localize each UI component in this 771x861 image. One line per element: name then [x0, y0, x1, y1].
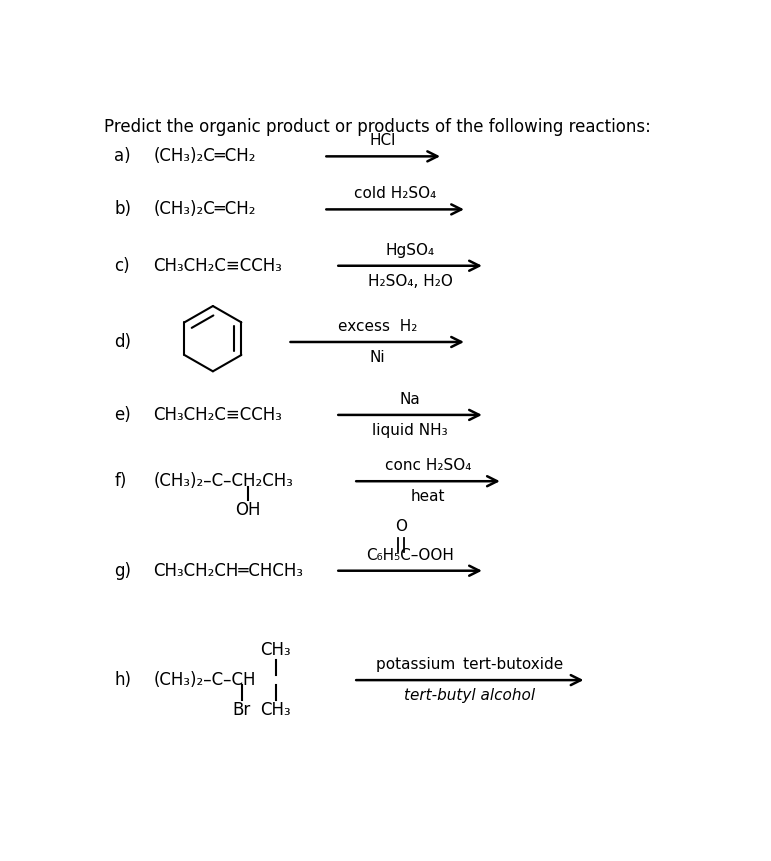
Text: tert-butyl alcohol: tert-butyl alcohol — [404, 688, 535, 703]
Text: Na: Na — [399, 392, 420, 407]
Text: f): f) — [114, 472, 126, 490]
Text: c): c) — [114, 257, 130, 275]
Text: CH₃CH₂CH═CHCH₃: CH₃CH₂CH═CHCH₃ — [153, 561, 303, 579]
Text: Ni: Ni — [369, 350, 385, 365]
Text: (CH₃)₂C═CH₂: (CH₃)₂C═CH₂ — [153, 147, 256, 165]
Text: HgSO₄: HgSO₄ — [386, 243, 435, 257]
Text: h): h) — [114, 671, 131, 689]
Text: CH₃CH₂C≡CCH₃: CH₃CH₂C≡CCH₃ — [153, 257, 282, 275]
Text: CH₃: CH₃ — [261, 702, 291, 719]
Text: e): e) — [114, 406, 131, 424]
Text: d): d) — [114, 333, 131, 351]
Text: O: O — [395, 519, 407, 534]
Text: (CH₃)₂–C–CH: (CH₃)₂–C–CH — [153, 671, 256, 689]
Text: C₆H₅C–OOH: C₆H₅C–OOH — [366, 548, 454, 563]
Text: cold H₂SO₄: cold H₂SO₄ — [354, 187, 436, 201]
Text: potassium  tert-butoxide: potassium tert-butoxide — [376, 657, 564, 672]
Text: HCl: HCl — [370, 133, 396, 148]
Text: heat: heat — [411, 489, 445, 505]
Text: Br: Br — [232, 702, 251, 719]
Text: a): a) — [114, 147, 131, 165]
Text: b): b) — [114, 201, 131, 219]
Text: g): g) — [114, 561, 131, 579]
Text: OH: OH — [235, 501, 261, 519]
Text: liquid NH₃: liquid NH₃ — [372, 423, 448, 438]
Text: (CH₃)₂–C–CH₂CH₃: (CH₃)₂–C–CH₂CH₃ — [153, 472, 293, 490]
Text: (CH₃)₂C═CH₂: (CH₃)₂C═CH₂ — [153, 201, 256, 219]
Text: Predict the organic product or products of the following reactions:: Predict the organic product or products … — [103, 118, 651, 136]
Text: excess  H₂: excess H₂ — [338, 319, 417, 334]
Text: CH₃CH₂C≡CCH₃: CH₃CH₂C≡CCH₃ — [153, 406, 282, 424]
Text: H₂SO₄, H₂O: H₂SO₄, H₂O — [368, 274, 453, 288]
Text: conc H₂SO₄: conc H₂SO₄ — [385, 458, 471, 474]
Text: CH₃: CH₃ — [261, 641, 291, 659]
